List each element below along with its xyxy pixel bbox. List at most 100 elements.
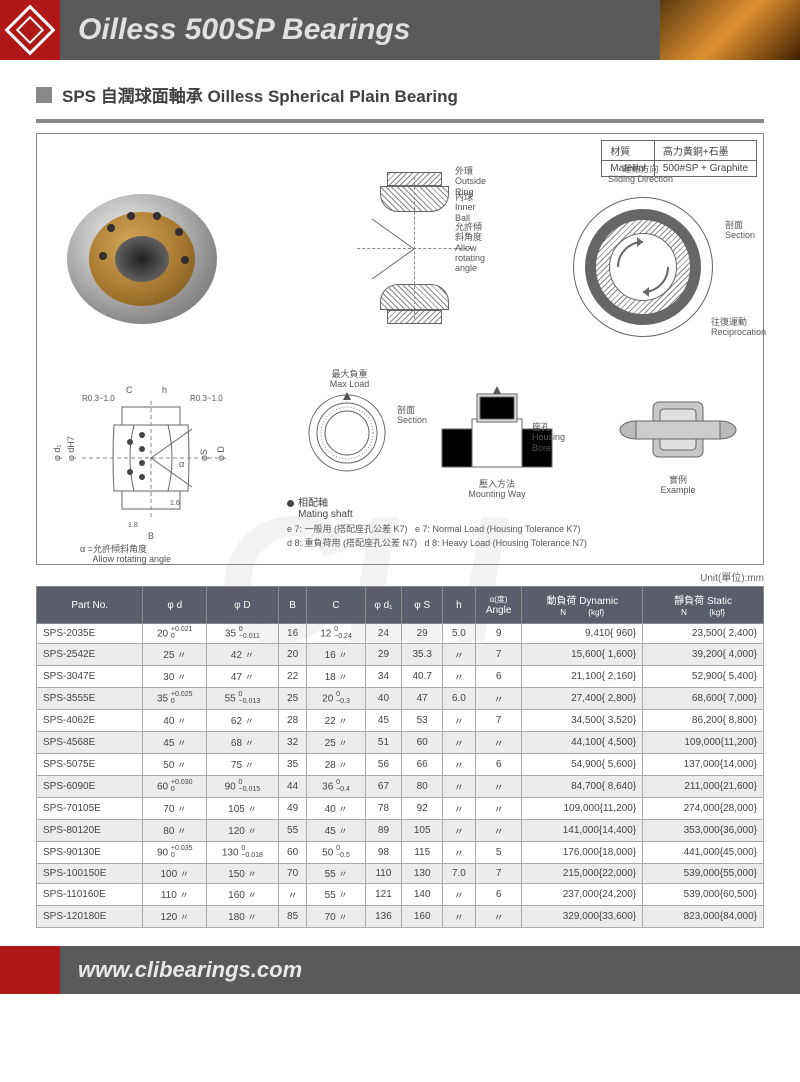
cell: SPS-2542E (37, 644, 143, 666)
cell: 53 (402, 710, 443, 732)
label: 外環 (455, 166, 473, 176)
cell: 6 (475, 884, 522, 906)
cell: 〃 (443, 776, 476, 798)
cell: 180 〃 (207, 906, 279, 928)
label: Reciprocation (711, 327, 766, 337)
cell: 35 (278, 754, 307, 776)
cell: 5.0 (443, 624, 476, 644)
label: Housing Bore (532, 432, 565, 452)
th-S: φ S (402, 587, 443, 624)
label: Allow rotating angle (455, 243, 485, 274)
cell: 823,000{84,000} (643, 906, 764, 928)
label: 實例 (669, 475, 687, 485)
mating-shaft-notes: 相配軸 Mating shaft e 7: 一般用 (搭配座孔公差 K7) e … (287, 494, 587, 550)
dimension-diagram: C h R0.3~1.0 R0.3~1.0 B 1.6 1.8 α φ d₁ φ… (52, 379, 257, 554)
svg-text:B: B (148, 531, 154, 541)
section-diagram: 外環Outside Ring 內球Inner Ball 允許傾斜角度Allow … (347, 172, 482, 332)
cell: 〃 (443, 820, 476, 842)
cell: 40 〃 (143, 710, 207, 732)
cell: 49 (278, 798, 307, 820)
svg-text:φ dH7: φ dH7 (66, 436, 76, 461)
cell: 110 (365, 864, 402, 884)
cell: SPS-120180E (37, 906, 143, 928)
cell: 47 〃 (207, 666, 279, 688)
cell: 121 (365, 884, 402, 906)
cell: 22 (278, 666, 307, 688)
cell: 60 (278, 842, 307, 864)
cell: 〃 (475, 776, 522, 798)
cell: 40 〃 (307, 798, 365, 820)
cell: 137,000{14,000} (643, 754, 764, 776)
cell: 98 (365, 842, 402, 864)
cell: 70 〃 (143, 798, 207, 820)
table-row: SPS-110160E110 〃160 〃〃55 〃121140〃6237,00… (37, 884, 764, 906)
cell: 86,200{ 8,800} (643, 710, 764, 732)
cell: 329,000{33,600} (522, 906, 643, 928)
table-row: SPS-4062E40 〃62 〃2822 〃4553〃734,500{ 3,5… (37, 710, 764, 732)
cell: 7 (475, 864, 522, 884)
cell: 55 〃 (307, 864, 365, 884)
cell: 55 0−0.013 (207, 688, 279, 710)
label: Section (725, 230, 755, 240)
cell: 50 0−0.5 (307, 842, 365, 864)
cell: 274,000{28,000} (643, 798, 764, 820)
label: 內球 (455, 192, 473, 202)
label: 相配軸 (298, 498, 328, 509)
cell: 68,600{ 7,000} (643, 688, 764, 710)
cell: 75 〃 (207, 754, 279, 776)
cell: 105 (402, 820, 443, 842)
cell: 34 (365, 666, 402, 688)
cell: 92 (402, 798, 443, 820)
cell: 120 〃 (207, 820, 279, 842)
cell: 160 〃 (207, 884, 279, 906)
cell: 〃 (443, 754, 476, 776)
th-d1: φ d₁ (365, 587, 402, 624)
cell: SPS-5075E (37, 754, 143, 776)
table-row: SPS-100150E100 〃150 〃7055 〃1101307.07215… (37, 864, 764, 884)
cell: 〃 (443, 666, 476, 688)
cell: 32 (278, 732, 307, 754)
mat-cell: 材質 (602, 141, 655, 161)
cell: 47 (402, 688, 443, 710)
cell: 30 〃 (143, 666, 207, 688)
cell: 6 (475, 666, 522, 688)
cell: 34,500{ 3,520} (522, 710, 643, 732)
cell: SPS-6090E (37, 776, 143, 798)
cell: 〃 (475, 906, 522, 928)
header-photo (660, 0, 800, 60)
cell: 〃 (443, 644, 476, 666)
page-footer: www.clibearings.com (0, 946, 800, 994)
cell: 28 (278, 710, 307, 732)
cell: SPS-3555E (37, 688, 143, 710)
cell: 109,000{11,200} (522, 798, 643, 820)
cell: 52,900{ 5,400} (643, 666, 764, 688)
cell: 6 (475, 754, 522, 776)
table-row: SPS-2542E25 〃42 〃2016 〃2935.3〃715,600{ 1… (37, 644, 764, 666)
cell: SPS-90130E (37, 842, 143, 864)
label: 允許傾斜角度 (455, 222, 482, 242)
svg-text:1.8: 1.8 (128, 522, 138, 529)
cell: 〃 (475, 732, 522, 754)
label: α =允許傾斜角度 (80, 544, 147, 554)
brand-logo (0, 0, 60, 60)
table-row: SPS-6090E60 +0.030090 0−0.0154436 0−0.46… (37, 776, 764, 798)
cell: 55 (278, 820, 307, 842)
svg-text:R0.3~1.0: R0.3~1.0 (190, 394, 223, 403)
cell: 35.3 (402, 644, 443, 666)
cell: 〃 (443, 798, 476, 820)
cell: 55 〃 (307, 884, 365, 906)
cell: 21,100{ 2,160} (522, 666, 643, 688)
cell: 67 (365, 776, 402, 798)
label: Example (660, 485, 695, 495)
cell: 〃 (475, 820, 522, 842)
spec-table: Part No. φ d φ D B C φ d₁ φ S h α(度)Angl… (36, 586, 764, 928)
svg-text:φ D: φ D (216, 446, 226, 461)
mat-cell: 高力黃銅+石墨 (654, 141, 756, 161)
svg-text:α: α (179, 459, 184, 469)
table-row: SPS-5075E50 〃75 〃3528 〃5666〃654,900{ 5,6… (37, 754, 764, 776)
table-row: SPS-4568E45 〃68 〃3225 〃5160〃〃44,100{ 4,5… (37, 732, 764, 754)
cell: 160 (402, 906, 443, 928)
cell: 〃 (475, 688, 522, 710)
cell: 68 〃 (207, 732, 279, 754)
note: e 7: 一般用 (搭配座孔公差 K7) (287, 524, 408, 534)
